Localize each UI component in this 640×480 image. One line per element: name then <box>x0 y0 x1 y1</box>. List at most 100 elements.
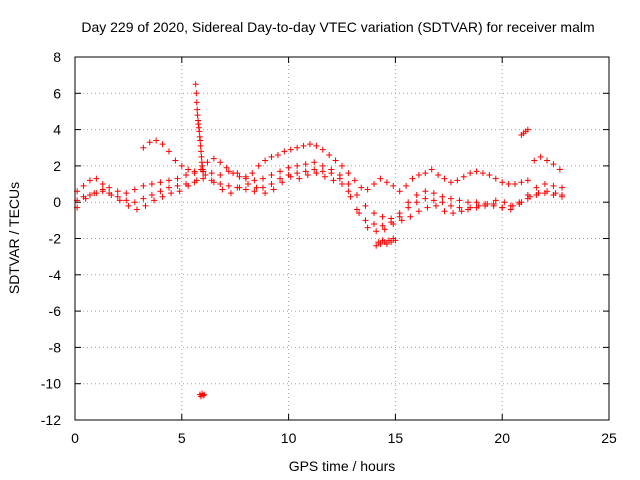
data-point-track-a <box>285 164 292 171</box>
data-point-track-b <box>371 220 378 227</box>
y-tick-label: 8 <box>53 49 61 65</box>
data-point-track-a <box>362 202 369 209</box>
y-tick-label: -6 <box>49 303 62 319</box>
data-point-track-a <box>131 186 138 193</box>
data-point-spike-near-6h <box>192 81 199 88</box>
data-point-track-c <box>236 173 243 180</box>
data-point-track-c <box>377 175 384 182</box>
y-tick-label: 4 <box>53 122 61 138</box>
data-point-track-a <box>183 171 190 178</box>
data-point-track-d <box>475 202 482 209</box>
data-point-track-b <box>251 188 258 195</box>
data-point-track-a <box>430 190 437 197</box>
data-point-track-a <box>550 182 557 189</box>
y-tick-label: 6 <box>53 85 61 101</box>
data-point-spike-near-6h <box>200 168 207 175</box>
data-point-track-d <box>450 210 457 217</box>
data-point-track-d <box>82 195 89 202</box>
data-point-track-a <box>302 161 309 168</box>
data-point-track-c <box>274 152 281 159</box>
data-point-track-b <box>294 170 301 177</box>
data-point-track-a <box>106 184 113 191</box>
data-point-track-a <box>165 177 172 184</box>
data-point-track-d <box>501 199 508 206</box>
data-point-track-b <box>268 181 275 188</box>
data-point-track-b <box>225 182 232 189</box>
data-point-track-d <box>116 197 123 204</box>
data-point-track-b <box>447 202 454 209</box>
data-point-track-c <box>294 144 301 151</box>
data-point-track-d <box>296 175 303 182</box>
data-point-track-c <box>159 141 166 148</box>
data-point-track-d <box>364 224 371 231</box>
data-point-track-c <box>371 181 378 188</box>
data-point-track-a <box>259 175 266 182</box>
data-point-track-a <box>379 213 386 220</box>
data-point-track-d <box>176 188 183 195</box>
data-point-track-b <box>328 170 335 177</box>
data-point-track-d <box>509 202 516 209</box>
data-point-track-c <box>556 166 563 173</box>
data-point-track-d <box>287 173 294 180</box>
data-point-track-a <box>405 199 412 206</box>
data-point-track-d <box>91 190 98 197</box>
data-point-track-b <box>353 206 360 213</box>
data-point-track-a <box>174 175 181 182</box>
data-point-track-c <box>262 157 269 164</box>
data-point-track-c <box>550 161 557 168</box>
data-point-track-d <box>535 190 542 197</box>
data-point-track-a <box>533 184 540 191</box>
data-point-track-d <box>99 186 106 193</box>
x-tick-label: 25 <box>601 430 617 446</box>
data-point-track-d <box>279 179 286 186</box>
data-point-track-d <box>193 177 200 184</box>
data-point-track-d <box>424 204 431 211</box>
x-tick-label: 10 <box>281 430 297 446</box>
data-point-track-c <box>313 142 320 149</box>
data-point-track-c <box>339 162 345 169</box>
data-point-track-a <box>465 199 472 206</box>
data-point-spike-near-6h <box>197 137 204 144</box>
data-points <box>74 81 566 400</box>
data-point-track-b <box>217 181 224 188</box>
data-point-track-a <box>413 191 420 198</box>
data-point-track-a <box>217 171 224 178</box>
data-point-track-d <box>142 202 149 209</box>
data-point-track-d <box>304 171 311 178</box>
data-point-outlier-near-6h <box>201 391 208 398</box>
data-point-track-b <box>157 188 164 195</box>
data-point-track-a <box>251 177 258 184</box>
data-point-track-b <box>165 184 172 191</box>
data-point-track-c <box>185 166 192 173</box>
data-point-track-c <box>428 166 435 173</box>
data-point-track-c <box>300 142 307 149</box>
data-point-track-c <box>326 152 333 159</box>
data-point-spike-near-6h <box>194 106 201 113</box>
data-point-track-c <box>281 148 288 155</box>
data-point-track-a <box>456 197 463 204</box>
data-point-track-d <box>270 186 277 193</box>
data-point-track-a <box>319 162 326 169</box>
data-point-track-b <box>379 222 386 229</box>
data-point-track-c <box>467 170 474 177</box>
x-tick-label: 5 <box>178 430 186 446</box>
data-point-track-c <box>345 170 352 177</box>
data-point-track-d <box>321 173 328 180</box>
data-point-track-c <box>544 157 551 164</box>
data-point-track-b <box>148 191 155 198</box>
data-point-track-b <box>86 191 93 198</box>
data-point-track-c <box>153 137 160 144</box>
data-point-track-c <box>492 175 499 182</box>
data-point-track-a <box>439 193 446 200</box>
data-point-blip-near-21h <box>524 126 531 133</box>
x-tick-label: 0 <box>71 430 79 446</box>
y-tick-label: 0 <box>53 194 61 210</box>
data-point-track-c <box>351 177 358 184</box>
data-point-track-c <box>383 179 390 186</box>
data-point-track-c <box>396 188 403 195</box>
data-point-track-c <box>268 153 275 160</box>
data-point-track-d <box>236 184 243 191</box>
data-point-track-d <box>202 171 209 178</box>
data-point-track-a <box>99 181 106 188</box>
data-point-track-d <box>415 208 422 215</box>
